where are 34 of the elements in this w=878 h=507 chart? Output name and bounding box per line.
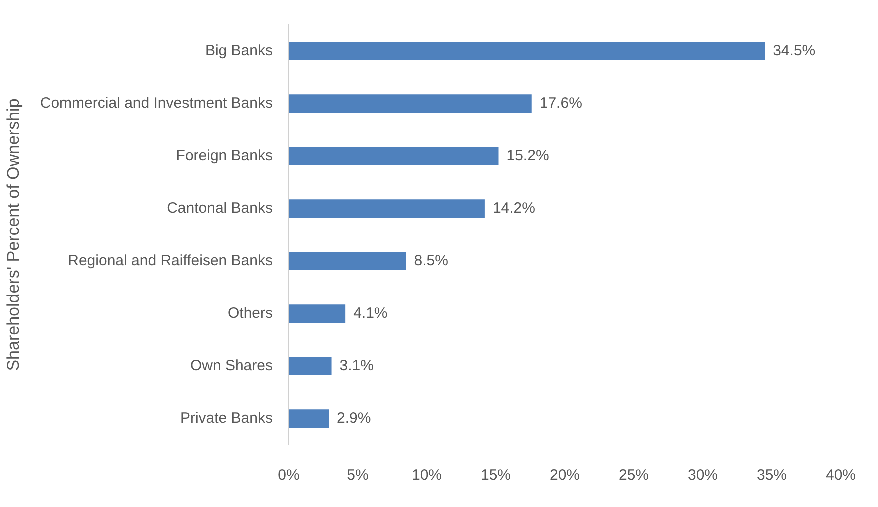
x-tick-label: 35% (756, 467, 788, 484)
y-tick-label: Regional and Raiffeisen Banks (68, 252, 273, 270)
bar (288, 410, 330, 428)
x-tick-label: 20% (550, 467, 580, 484)
x-tick-label: 0% (278, 467, 300, 484)
bar (288, 94, 532, 113)
data-label: 14.2% (492, 200, 536, 217)
y-tick-label: Own Shares (190, 357, 273, 374)
bar (288, 304, 346, 323)
y-tick-label: Others (228, 304, 273, 322)
x-tick-label: 25% (618, 467, 650, 484)
x-tick-label: 40% (826, 467, 856, 484)
x-tick-label: 5% (347, 467, 369, 484)
data-label: 15.2% (506, 147, 550, 164)
x-tick-label: 15% (480, 467, 512, 484)
y-tick-label: Big Banks (205, 42, 273, 60)
bar (288, 200, 485, 218)
data-label: 4.1% (354, 304, 388, 322)
data-label: 3.1% (340, 357, 374, 374)
y-tick-label: Private Banks (180, 410, 273, 427)
x-tick-label: 30% (688, 467, 718, 484)
data-label: 2.9% (337, 410, 372, 427)
data-label: 34.5% (773, 42, 816, 60)
bar (288, 357, 332, 376)
data-label: 17.6% (540, 94, 582, 112)
y-tick-label: Cantonal Banks (167, 200, 273, 217)
data-label: 8.5% (414, 252, 448, 270)
bar (288, 42, 766, 60)
bar (288, 252, 406, 270)
y-tick-label: Foreign Banks (176, 147, 273, 164)
bar (288, 147, 499, 166)
x-tick-label: 10% (412, 467, 442, 484)
y-axis-title: Shareholders' Percent of Ownership (4, 98, 23, 372)
y-tick-label: Commercial and Investment Banks (40, 94, 273, 112)
